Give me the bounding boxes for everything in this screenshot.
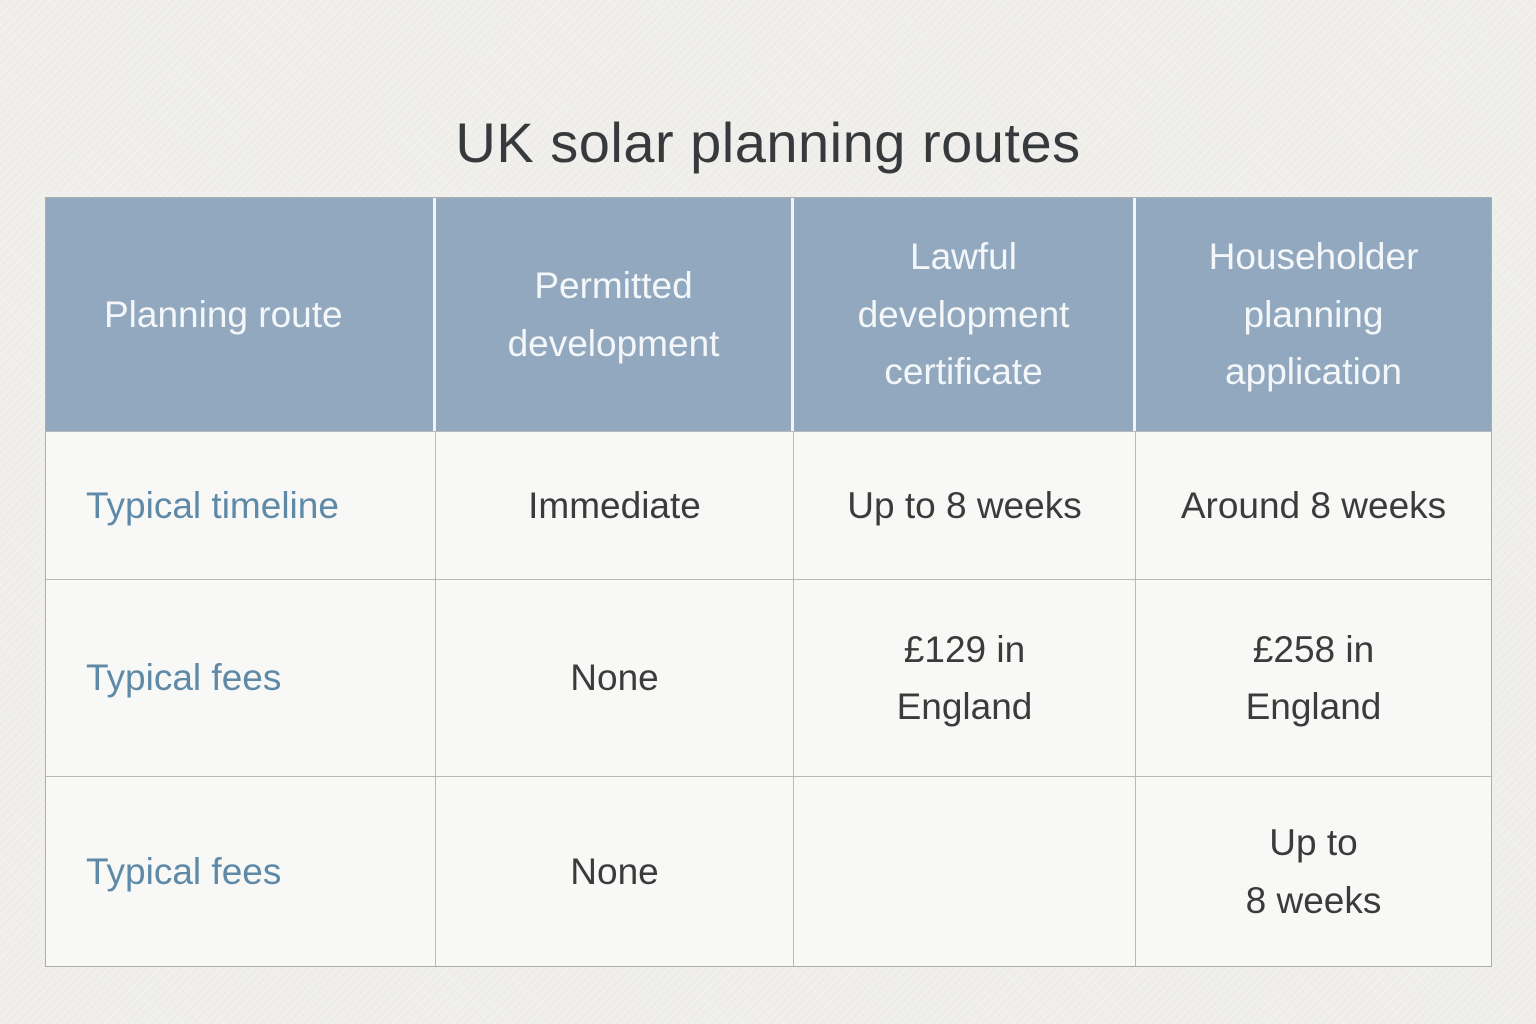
cell-timeline-lawful-development-certificate: Up to 8 weeks — [794, 431, 1136, 579]
cell-fees-householder-planning-application: £258 in England — [1136, 579, 1491, 776]
planning-routes-table: Planning route Permitted development Law… — [45, 197, 1492, 967]
cell-fees2-permitted-development: None — [436, 776, 794, 966]
cell-fees2-householder-planning-application: Up to 8 weeks — [1136, 776, 1491, 966]
column-header-planning-route: Planning route — [46, 198, 436, 431]
cell-fees-permitted-development: None — [436, 579, 794, 776]
column-header-householder-planning-application: Householder planning application — [1136, 198, 1491, 431]
cell-timeline-permitted-development: Immediate — [436, 431, 794, 579]
row-label-typical-timeline: Typical timeline — [46, 431, 436, 579]
cell-timeline-householder-planning-application: Around 8 weeks — [1136, 431, 1491, 579]
column-header-permitted-development: Permitted development — [436, 198, 794, 431]
page-title: UK solar planning routes — [455, 110, 1081, 174]
cell-fees2-lawful-development-certificate — [794, 776, 1136, 966]
row-label-typical-fees-2: Typical fees — [46, 776, 436, 966]
column-header-lawful-development-certificate: Lawful development certificate — [794, 198, 1136, 431]
row-label-typical-fees: Typical fees — [46, 579, 436, 776]
cell-fees-lawful-development-certificate: £129 in England — [794, 579, 1136, 776]
